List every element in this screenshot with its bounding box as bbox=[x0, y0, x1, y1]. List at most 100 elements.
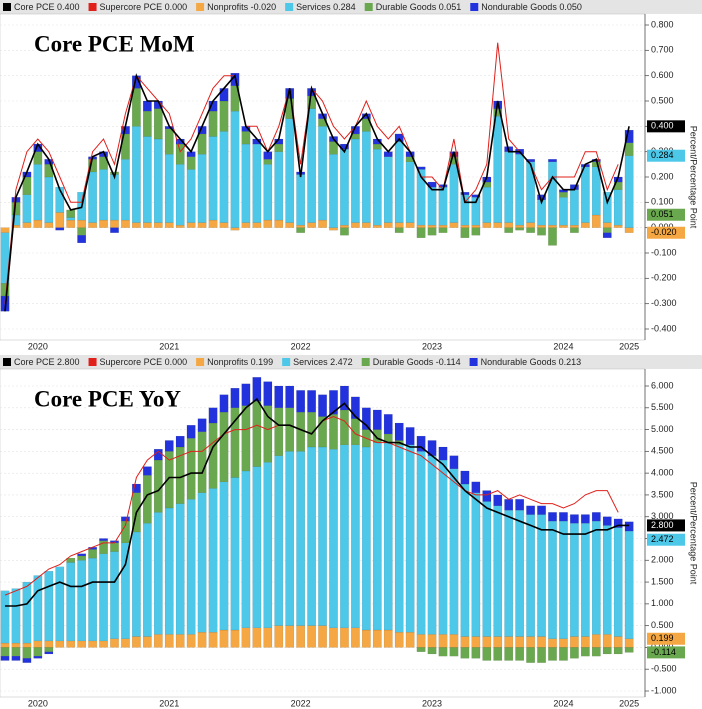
bar-segment bbox=[307, 446, 316, 626]
bar-segment bbox=[482, 222, 492, 228]
bar-segment bbox=[602, 525, 612, 635]
bar-segment bbox=[88, 549, 97, 559]
bar-segment bbox=[296, 224, 306, 228]
bar-segment bbox=[296, 411, 306, 452]
bar-segment bbox=[493, 505, 503, 637]
bar-segment bbox=[55, 212, 65, 228]
bar-segment bbox=[263, 462, 273, 628]
y-tick-label: 1.000 bbox=[651, 598, 674, 608]
y-tick-label: -0.200 bbox=[651, 273, 677, 283]
bar-segment bbox=[121, 159, 130, 221]
end-label-box bbox=[647, 149, 685, 162]
bar-segment bbox=[44, 176, 54, 223]
legend-swatch bbox=[88, 358, 97, 366]
bar-segment bbox=[394, 222, 404, 228]
bar-segment bbox=[142, 110, 152, 137]
bar-segment bbox=[438, 227, 448, 233]
bar-segment bbox=[372, 409, 382, 430]
y-tick-label: 2.000 bbox=[651, 555, 674, 565]
legend-background bbox=[0, 355, 702, 369]
legend-label: Durable Goods -0.114 bbox=[373, 357, 461, 367]
bar-segment bbox=[493, 116, 503, 223]
bar-segment bbox=[77, 235, 86, 244]
x-tick-label: 2025 bbox=[619, 341, 639, 351]
y-tick-label: -0.100 bbox=[651, 247, 677, 257]
bar-segment bbox=[493, 222, 503, 228]
bar-segment bbox=[471, 636, 481, 648]
bar-segment bbox=[515, 154, 525, 226]
bar-segment bbox=[0, 283, 10, 297]
bar-segment bbox=[33, 640, 43, 648]
bar-segment bbox=[164, 507, 174, 635]
bar-segment bbox=[537, 647, 546, 663]
bar-segment bbox=[416, 647, 426, 652]
bar-segment bbox=[329, 449, 338, 628]
bar-segment bbox=[153, 634, 163, 648]
x-tick-label: 2020 bbox=[28, 341, 48, 351]
bar-segment bbox=[340, 148, 349, 226]
bar-segment bbox=[318, 446, 327, 626]
bar-segment bbox=[296, 451, 306, 626]
bar-segment bbox=[351, 627, 360, 648]
bar-segment bbox=[570, 523, 579, 637]
legend-swatch bbox=[361, 358, 370, 366]
bar-segment bbox=[329, 414, 338, 450]
end-label-box bbox=[647, 208, 685, 221]
bar-segment bbox=[263, 164, 273, 221]
bar-segment bbox=[548, 224, 557, 228]
y-axis-label: Percent/Percentage Point bbox=[689, 482, 699, 585]
bar-segment bbox=[482, 490, 492, 502]
y-tick-label: 0.200 bbox=[651, 171, 674, 181]
bar-segment bbox=[383, 414, 393, 435]
bar-segment bbox=[602, 647, 612, 655]
bar-segment bbox=[372, 143, 382, 150]
bar-segment bbox=[340, 227, 349, 236]
bar-segment bbox=[624, 530, 634, 639]
bar-segment bbox=[493, 494, 503, 506]
bar-segment bbox=[613, 224, 623, 228]
x-tick-label: 2024 bbox=[553, 698, 573, 708]
bar-segment bbox=[208, 110, 218, 137]
bar-segment bbox=[624, 638, 634, 648]
end-label-box bbox=[647, 632, 685, 645]
bar-segment bbox=[438, 186, 448, 226]
bar-segment bbox=[307, 390, 316, 413]
x-tick-label: 2021 bbox=[159, 698, 179, 708]
bar-segment bbox=[22, 581, 32, 644]
bar-segment bbox=[591, 214, 601, 228]
bar-segment bbox=[340, 409, 349, 445]
bar-segment bbox=[274, 219, 284, 228]
x-tick-label: 2023 bbox=[422, 341, 442, 351]
bar-segment bbox=[624, 129, 634, 143]
bar-segment bbox=[526, 222, 535, 228]
end-label-box bbox=[647, 120, 685, 133]
bar-segment bbox=[493, 647, 503, 661]
legend-swatch bbox=[196, 3, 205, 11]
bar-segment bbox=[613, 518, 623, 528]
bar-segment bbox=[471, 492, 481, 637]
bar-segment bbox=[460, 224, 470, 228]
bar-segment bbox=[99, 219, 108, 228]
bar-segment bbox=[175, 634, 185, 648]
bar-segment bbox=[559, 520, 568, 639]
bar-segment bbox=[526, 505, 535, 515]
bar-segment bbox=[197, 492, 207, 633]
bar-segment bbox=[383, 442, 393, 631]
bar-segment bbox=[613, 636, 623, 648]
legend-swatch bbox=[3, 358, 11, 366]
bar-segment bbox=[153, 138, 163, 223]
bar-segment bbox=[186, 425, 196, 439]
bar-segment bbox=[416, 451, 426, 635]
bar-segment bbox=[624, 155, 634, 228]
bar-segment bbox=[460, 636, 470, 648]
bar-segment bbox=[427, 227, 437, 236]
bar-segment bbox=[394, 133, 404, 142]
bar-segment bbox=[471, 224, 481, 228]
bar-segment bbox=[142, 523, 152, 637]
bar-segment bbox=[88, 171, 97, 223]
bar-segment bbox=[383, 156, 393, 223]
y-tick-label: 4.000 bbox=[651, 468, 674, 478]
bar-segment bbox=[570, 224, 579, 228]
bar-segment bbox=[624, 142, 634, 156]
bar-segment bbox=[548, 647, 557, 661]
